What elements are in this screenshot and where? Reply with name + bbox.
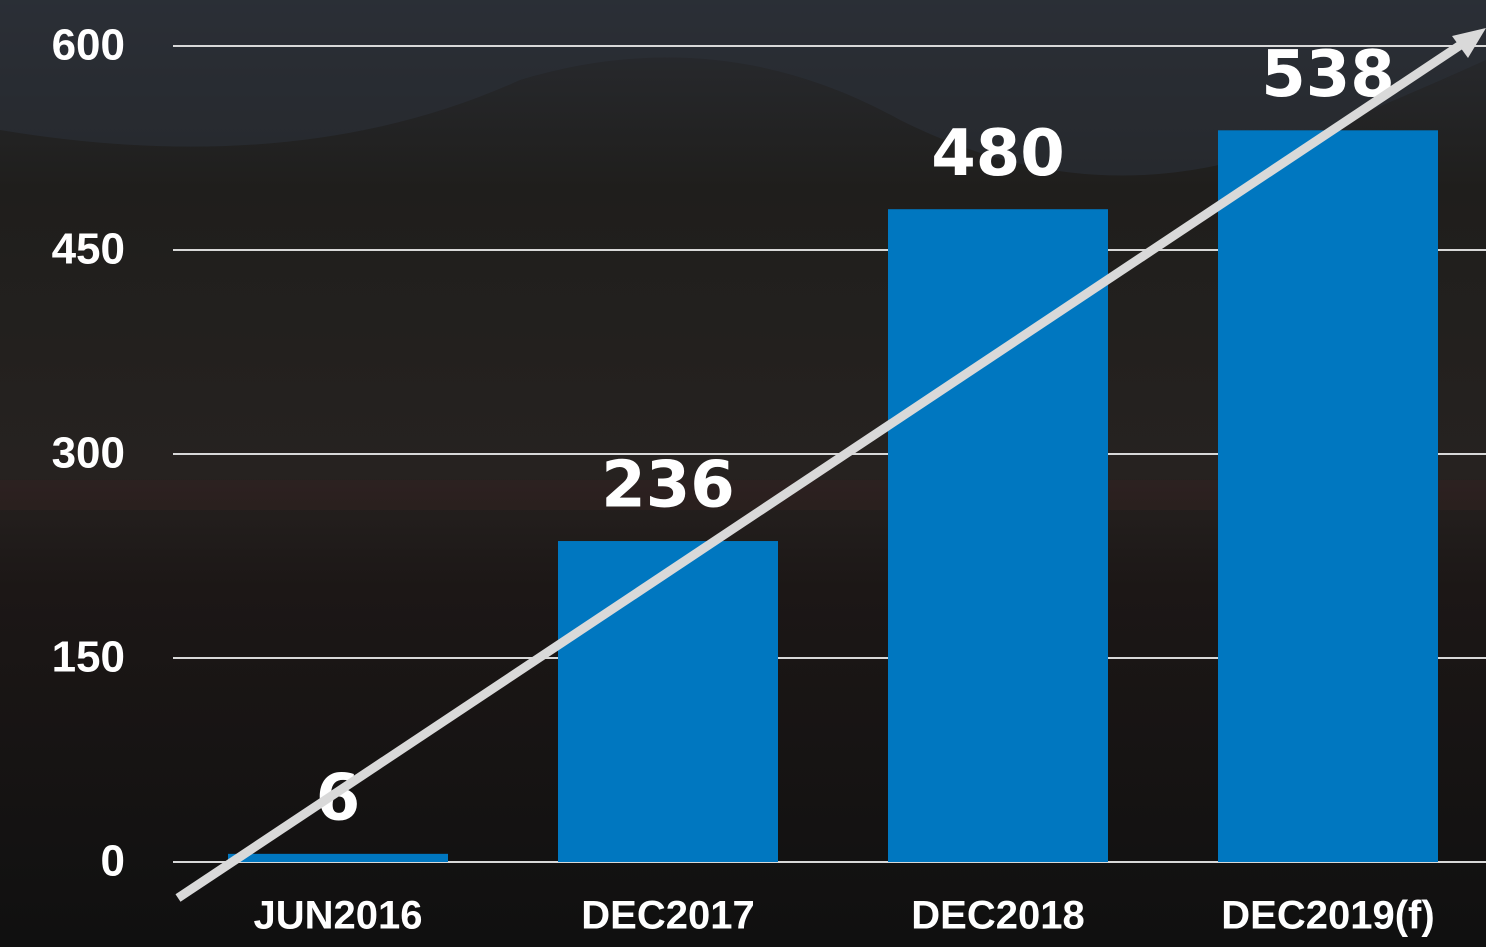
bar: [1218, 130, 1438, 862]
data-label: 236: [601, 449, 735, 523]
x-tick-label: DEC2019(f): [1221, 894, 1434, 938]
trend-arrow: [175, 28, 1486, 902]
arrow-line: [175, 36, 1471, 902]
x-tick-label: JUN2016: [253, 894, 422, 938]
x-tick-label: DEC2017: [581, 894, 754, 938]
y-tick-label: 450: [52, 225, 125, 274]
y-tick-label: 300: [52, 429, 125, 478]
bar: [228, 853, 448, 862]
y-tick-label: 600: [52, 21, 125, 70]
y-tick-label: 150: [52, 633, 125, 682]
arrow-head: [1452, 28, 1486, 58]
bar: [558, 541, 778, 862]
y-tick-label: 0: [101, 837, 125, 886]
background-roof: [0, 0, 1486, 176]
x-tick-label: DEC2018: [911, 894, 1084, 938]
data-label: 480: [931, 117, 1065, 191]
bar: [888, 209, 1108, 862]
